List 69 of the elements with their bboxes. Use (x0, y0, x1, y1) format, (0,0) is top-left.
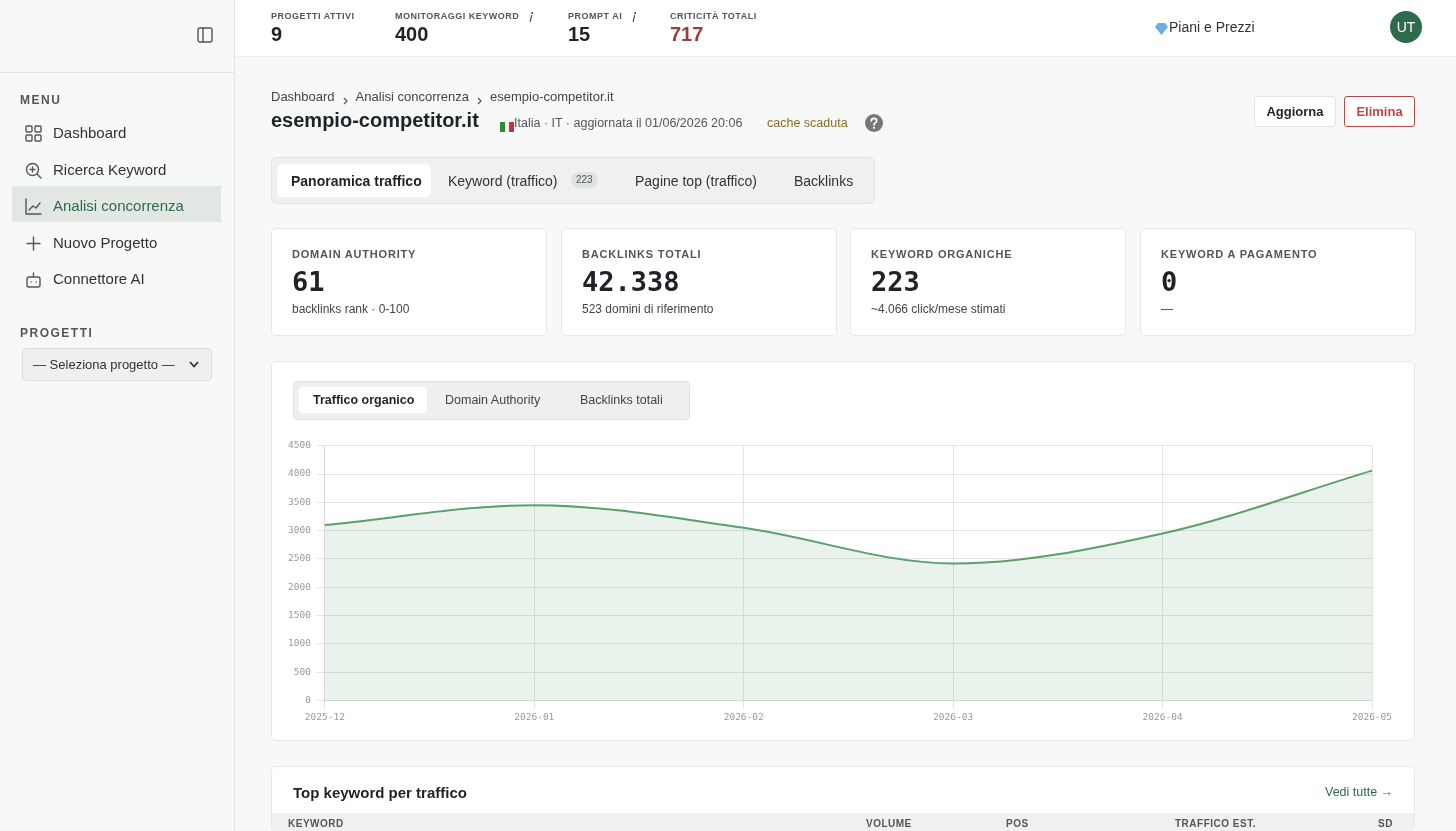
y-tick-label: 1000 (287, 637, 312, 649)
text: PROGETTI ATTIVI (271, 11, 355, 21)
text: esempio-competitor.it (271, 109, 479, 132)
text: Elimina (1344, 96, 1415, 127)
y-tick-label: 3500 (287, 495, 312, 507)
text: 15 (568, 23, 591, 46)
text: CRITICITÀ TOTALI (670, 11, 757, 21)
text: Backlinks totali (580, 393, 663, 407)
x-tick-label: 2026-05 (1351, 710, 1393, 722)
text: Dashboard (271, 89, 335, 104)
text: Italia · IT · aggiornata il 01/06/2026 20:06 (514, 116, 743, 130)
text: 0 (1161, 266, 1178, 297)
text: POS (1006, 818, 1029, 829)
text: Piani e Prezzi (1169, 19, 1255, 35)
text: 223 (571, 172, 598, 188)
text: esempio-competitor.it (490, 89, 614, 104)
y-tick-label: 500 (293, 665, 312, 677)
x-tick-label: 2026-03 (933, 710, 974, 722)
text: Vedi tutte → (1325, 785, 1394, 799)
text: Analisi concorrenza (355, 89, 470, 104)
text: Ricerca Keyword (53, 160, 167, 178)
text: MENU (20, 93, 62, 107)
text: Keyword (traffico) (448, 173, 558, 189)
y-tick-label: 3000 (287, 524, 312, 536)
text: Aggiorna (1254, 96, 1336, 127)
text: 223 (871, 266, 920, 297)
text: Panoramica traffico (291, 173, 422, 189)
y-tick-label: 4500 (287, 439, 312, 451)
text: cache scaduta (767, 116, 848, 130)
x-tick-label: 2026-02 (723, 710, 764, 722)
text: ~4.066 click/mese stimati (871, 302, 1006, 316)
text: 523 domini di riferimento (582, 302, 714, 316)
x-tick-label: 2026-01 (514, 710, 555, 722)
y-tick-label: 4000 (287, 467, 312, 479)
text: Nuovo Progetto (53, 233, 158, 251)
text: backlinks rank · 0-100 (292, 302, 410, 316)
x-tick-label: 2026-04 (1142, 710, 1183, 722)
text: Pagine top (traffico) (635, 173, 757, 189)
text: SD (1378, 818, 1393, 829)
text: PROGETTI (20, 326, 94, 340)
text: VOLUME (866, 818, 912, 829)
text: — Seleziona progetto — (33, 357, 175, 372)
text: UT (1390, 11, 1422, 43)
y-tick-label: 0 (305, 694, 312, 706)
text: Analisi concorrenza (53, 197, 184, 215)
text: DOMAIN AUTHORITY (292, 248, 417, 260)
text: Traffico organico (313, 393, 415, 407)
text: KEYWORD A PAGAMENTO (1161, 248, 1318, 260)
text: 9 (271, 23, 283, 46)
text: Top keyword per traffico (293, 784, 467, 801)
text: BACKLINKS TOTALI (582, 248, 702, 260)
text: 61 (292, 266, 325, 297)
y-tick-label: 1500 (287, 609, 312, 621)
text: — (1161, 302, 1173, 316)
text: KEYWORD ORGANICHE (871, 248, 1013, 260)
text: TRAFFICO EST. (1175, 818, 1256, 829)
text: Backlinks (794, 173, 854, 189)
y-tick-label: 2500 (287, 552, 312, 564)
x-tick-label: 2025-12 (304, 710, 345, 722)
text: 42.338 (582, 266, 680, 297)
text: Connettore AI (53, 270, 145, 288)
text: 400 (395, 23, 429, 46)
text: MONITORAGGI KEYWORD (395, 11, 520, 21)
y-tick-label: 2000 (287, 580, 312, 592)
text: KEYWORD (288, 818, 344, 829)
text: PROMPT AI (568, 11, 623, 21)
text: Dashboard (53, 124, 127, 141)
text: 717 (670, 23, 704, 46)
text: Domain Authority (445, 393, 541, 407)
